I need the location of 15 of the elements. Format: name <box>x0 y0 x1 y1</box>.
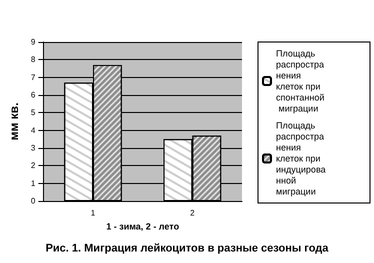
y-tick-label: 7 <box>30 72 36 82</box>
legend-label: Площадь распространения клеток при индуцированной миграции <box>276 120 326 196</box>
y-tick-label: 8 <box>30 55 36 64</box>
text: Рис. 1. Миграция лейкоцитов в разные сезоны года <box>46 242 330 254</box>
legend-label: Площадь распространения клеток при спонтанной миграции <box>276 48 324 114</box>
x-axis-title: 1 - зима, 2 - лето <box>106 221 180 232</box>
y-axis-title: мм кв. <box>7 102 21 140</box>
y-tick-label: 1 <box>30 178 36 188</box>
y-tick-label: 0 <box>30 196 36 206</box>
y-tick-label: 3 <box>30 144 36 152</box>
y-tick-label: 6 <box>30 90 36 100</box>
y-tick-label: 5 <box>30 108 36 118</box>
y-tick-label: 2 <box>30 161 36 170</box>
y-tick-label: 9 <box>30 38 36 46</box>
y-tick-label: 4 <box>30 126 36 135</box>
